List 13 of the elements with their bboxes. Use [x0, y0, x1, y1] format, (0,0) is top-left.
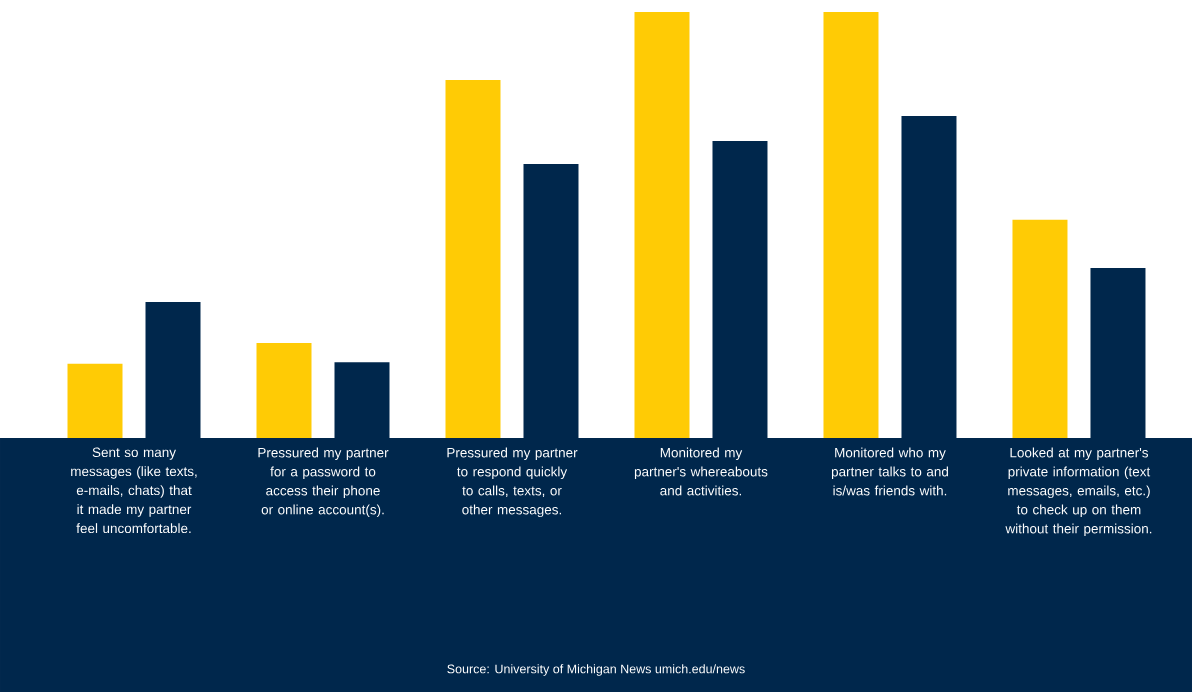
x-tick-label: Sent so many messages (like texts, e-mails, chats) that it made my partner feel uncomfortable.	[71, 447, 197, 534]
bar	[445, 80, 501, 438]
bar	[256, 342, 312, 438]
bar	[823, 11, 879, 438]
bar	[67, 363, 123, 438]
bar	[634, 11, 690, 438]
x-tick-label: Pressured my partner to respond quickly to calls, texts, or other messages.	[447, 447, 578, 518]
x-tick-label: Looked at my partner's private information (text messages, emails, etc.) to check up on them without their permission.	[1005, 447, 1152, 537]
x-tick-label: Monitored my partner's whereabouts and activities.	[634, 447, 768, 496]
x-tick-label: Pressured my partner for a password to access their phone or online account(s).	[258, 447, 389, 518]
x-tick-label: Monitored who my partner talks to and is/was friends with.	[831, 447, 948, 496]
source-note: Source: University of Michigan News umich.edu/news	[447, 664, 745, 676]
bar	[1012, 219, 1068, 438]
